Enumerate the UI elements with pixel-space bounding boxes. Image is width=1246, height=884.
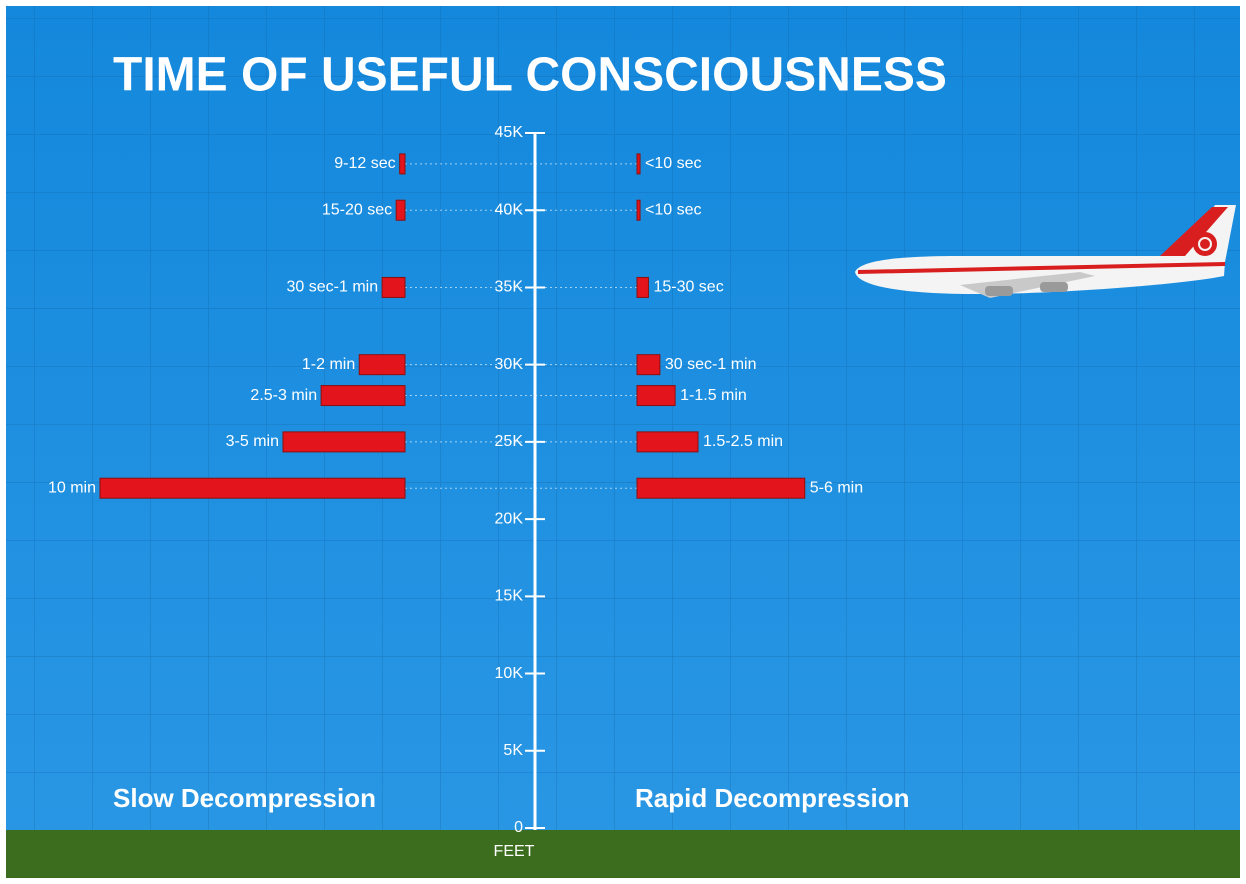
bar xyxy=(359,355,405,375)
bar xyxy=(396,200,405,220)
y-axis-label: FEET xyxy=(494,843,535,860)
page: {"chart_data": {"type": "butterfly-bar",… xyxy=(0,0,1246,884)
value-label: 2.5-3 min xyxy=(250,387,317,404)
value-label: 1.5-2.5 min xyxy=(703,433,783,450)
bar xyxy=(637,154,640,174)
y-tick-label: 25K xyxy=(495,433,524,450)
y-tick-label: 35K xyxy=(495,279,524,296)
bar xyxy=(637,386,675,406)
y-tick-label: 20K xyxy=(495,510,524,527)
bar xyxy=(400,154,405,174)
value-label: 5-6 min xyxy=(810,479,863,496)
bar xyxy=(637,355,660,375)
bar xyxy=(637,478,805,498)
value-label: 1-2 min xyxy=(302,356,355,373)
y-tick-label: 15K xyxy=(495,588,524,605)
value-label: 3-5 min xyxy=(226,433,279,450)
series-name: Rapid Decompression xyxy=(635,783,910,813)
chart-title: TIME OF USEFUL CONSCIOUSNESS xyxy=(113,49,947,102)
value-label: 30 sec-1 min xyxy=(287,279,379,296)
bar xyxy=(100,478,405,498)
y-tick-label: 5K xyxy=(503,742,523,759)
bar xyxy=(283,432,405,452)
chart: TIME OF USEFUL CONSCIOUSNESS FEET 0 5K 10K… xyxy=(0,0,1246,884)
bar xyxy=(637,200,640,220)
bar xyxy=(321,386,405,406)
ground xyxy=(6,830,1240,878)
value-label: 30 sec-1 min xyxy=(665,356,757,373)
y-tick-label: 45K xyxy=(495,124,524,141)
value-label: 15-30 sec xyxy=(653,279,723,296)
value-label: <10 sec xyxy=(645,155,701,172)
y-tick-label: 40K xyxy=(495,201,524,218)
bar xyxy=(637,277,648,297)
background-grid xyxy=(6,6,1240,878)
series-name: Slow Decompression xyxy=(113,783,376,813)
value-label: 9-12 sec xyxy=(334,155,395,172)
bar xyxy=(637,432,698,452)
value-label: 10 min xyxy=(48,479,96,496)
y-tick-label: 0 xyxy=(514,819,523,836)
y-tick-label: 10K xyxy=(495,665,524,682)
y-tick-label: 30K xyxy=(495,356,524,373)
bar xyxy=(382,277,405,297)
value-label: 1-1.5 min xyxy=(680,387,747,404)
value-label: <10 sec xyxy=(645,201,701,218)
value-label: 15-20 sec xyxy=(322,201,392,218)
